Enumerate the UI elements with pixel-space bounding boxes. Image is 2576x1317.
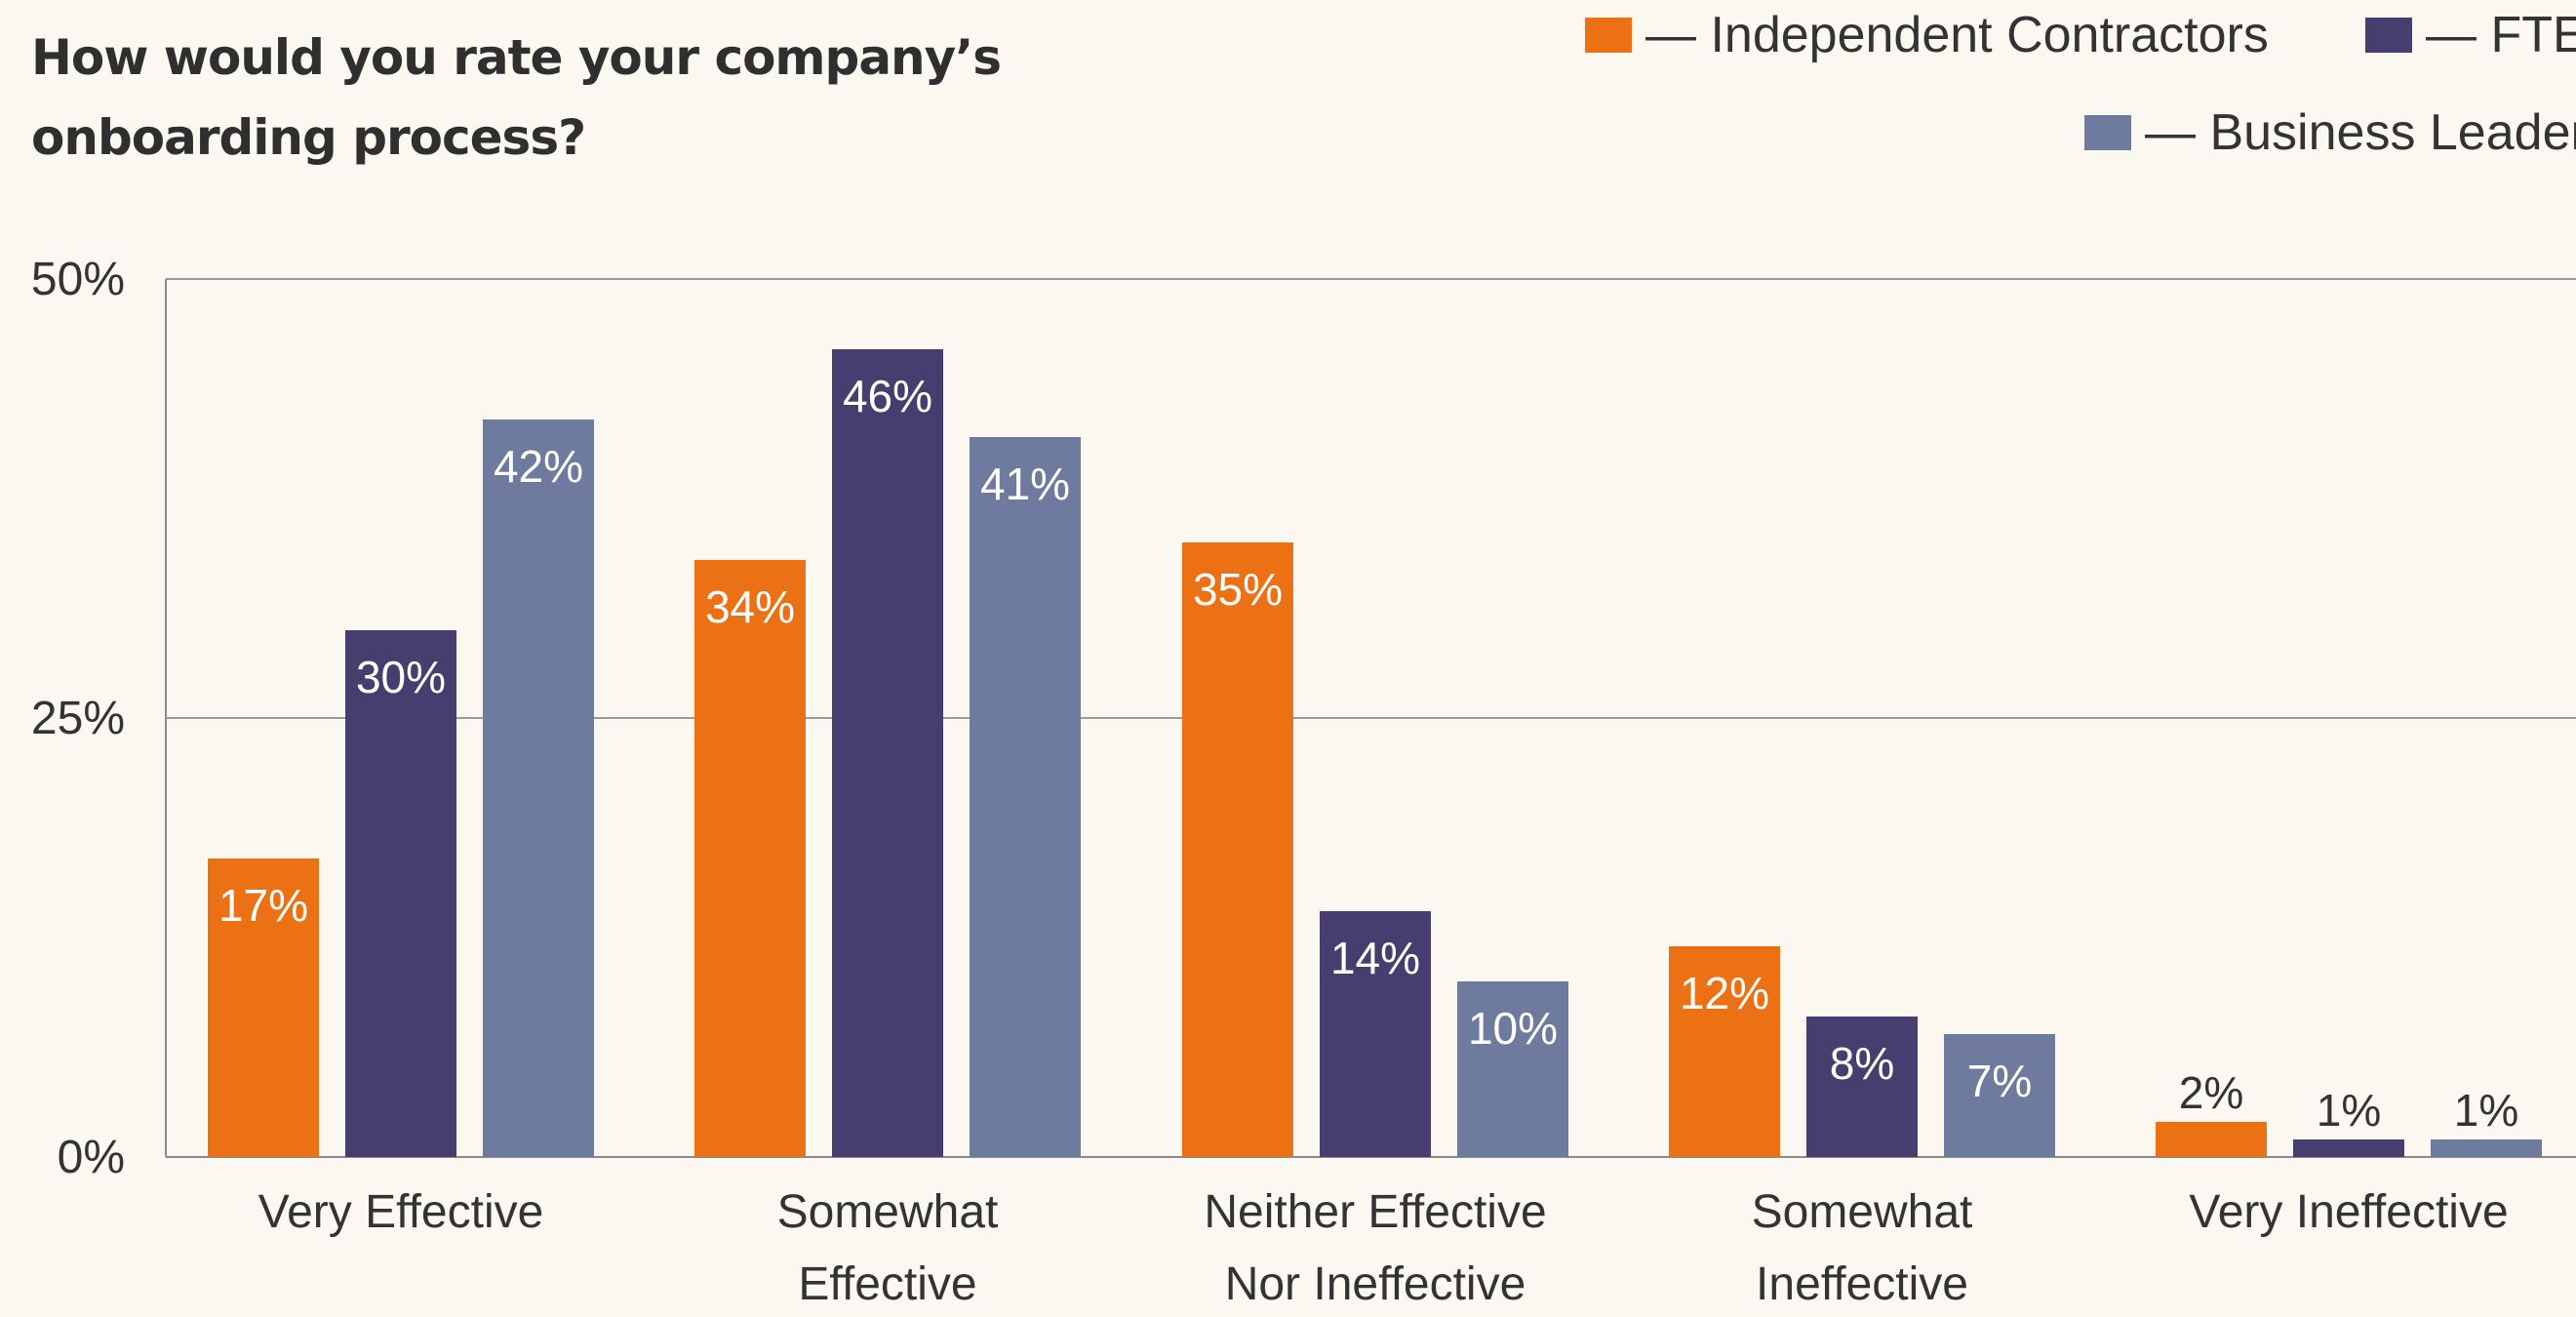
bar: [345, 630, 456, 1157]
bar: [483, 419, 594, 1157]
legend-item-independent-contractors: — Independent Contractors: [1585, 6, 2269, 64]
data-label: 2%: [2179, 1067, 2243, 1118]
data-label: 1%: [2454, 1085, 2518, 1136]
data-label: 34%: [705, 581, 795, 632]
bar: [1457, 981, 1568, 1157]
legend-item-ftes: — FTEs: [2365, 6, 2576, 64]
chart-title: How would you rate your company’s onboar…: [31, 29, 1002, 166]
data-label: 46%: [843, 371, 932, 421]
bar: [832, 349, 943, 1157]
x-category-label: Nor Ineffective: [1225, 1258, 1526, 1310]
bar: [1182, 542, 1293, 1157]
x-category-label: Effective: [798, 1258, 976, 1310]
legend-item-business-leaders: — Business Leaders: [2084, 103, 2576, 162]
bar: [1669, 946, 1780, 1157]
data-label: 10%: [1468, 1003, 1558, 1054]
x-category-label: Very Effective: [258, 1186, 544, 1238]
bar: [1320, 911, 1431, 1157]
x-category-label: Somewhat: [777, 1186, 999, 1238]
bar: [2431, 1139, 2542, 1157]
x-category-label: Very Ineffective: [2189, 1186, 2508, 1238]
bar: [2293, 1139, 2404, 1157]
data-label: 1%: [2317, 1085, 2381, 1136]
x-category-label: Neither Effective: [1204, 1186, 1546, 1238]
data-label: 35%: [1193, 564, 1283, 615]
bar: [1806, 1017, 1918, 1157]
y-tick-label: 50%: [31, 254, 125, 305]
x-category-label: Somewhat: [1752, 1186, 1973, 1238]
legend-swatch-independent-contractors: [1585, 18, 1632, 53]
bar: [694, 560, 806, 1157]
legend-swatch-ftes: [2365, 18, 2412, 53]
data-label: 30%: [356, 652, 446, 702]
data-label: 12%: [1680, 968, 1769, 1018]
bar: [970, 437, 1081, 1157]
legend-label-ftes: — FTEs: [2426, 7, 2576, 63]
legend-swatch-business-leaders: [2084, 115, 2131, 150]
legend-label-independent-contractors: — Independent Contractors: [1645, 7, 2269, 63]
y-tick-label: 25%: [31, 693, 125, 744]
data-label: 41%: [980, 459, 1070, 509]
y-tick-label: 0%: [58, 1132, 125, 1183]
data-label: 7%: [1967, 1056, 2032, 1106]
x-category-label: Ineffective: [1756, 1258, 1968, 1310]
bar: [208, 858, 319, 1157]
data-label: 17%: [218, 880, 308, 931]
bar: [1944, 1034, 2055, 1157]
legend-label-business-leaders: — Business Leaders: [2145, 104, 2576, 161]
data-label: 8%: [1830, 1038, 1894, 1089]
data-label: 42%: [494, 441, 583, 492]
bar: [2156, 1122, 2267, 1157]
data-label: 14%: [1330, 933, 1420, 983]
